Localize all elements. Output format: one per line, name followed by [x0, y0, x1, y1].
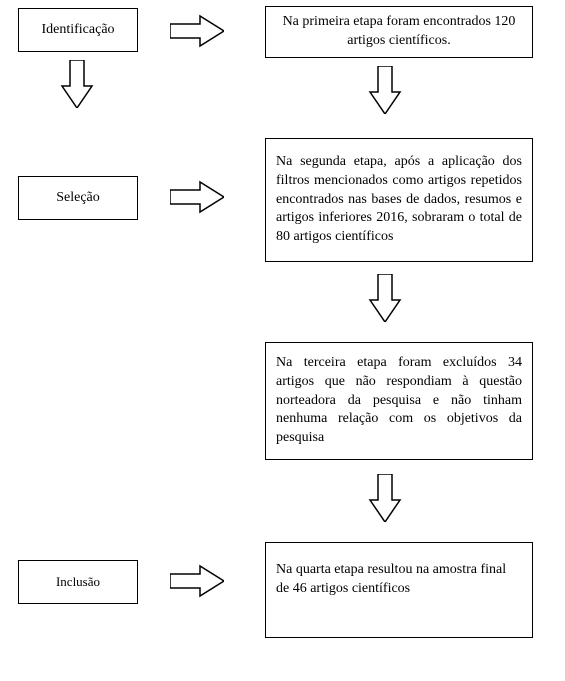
desc-etapa-2: Na segunda etapa, após a aplicação dos f…	[265, 138, 533, 262]
arrow-right-icon	[170, 180, 224, 214]
desc-etapa-1: Na primeira etapa foram encontrados 120 …	[265, 6, 533, 58]
stage-label: Identificação	[41, 22, 114, 38]
arrow-down-icon	[60, 60, 94, 108]
desc-text: Na segunda etapa, após a aplicação dos f…	[276, 153, 522, 247]
desc-text: Na terceira etapa foram excluídos 34 art…	[276, 354, 522, 448]
flowchart-canvas: Identificação Na primeira etapa foram en…	[0, 0, 565, 681]
stage-label: Seleção	[56, 190, 100, 206]
arrow-down-icon	[368, 274, 402, 322]
desc-text: Na quarta etapa resultou na amostra fina…	[276, 561, 522, 599]
desc-etapa-3: Na terceira etapa foram excluídos 34 art…	[265, 342, 533, 460]
arrow-right-icon	[170, 14, 224, 48]
arrow-down-icon	[368, 474, 402, 522]
arrow-right-icon	[170, 564, 224, 598]
arrow-down-icon	[368, 66, 402, 114]
stage-selecao: Seleção	[18, 176, 138, 220]
desc-etapa-4: Na quarta etapa resultou na amostra fina…	[265, 542, 533, 638]
stage-inclusao: Inclusão	[18, 560, 138, 604]
stage-identificacao: Identificação	[18, 8, 138, 52]
stage-label: Inclusão	[56, 574, 100, 590]
desc-text: Na primeira etapa foram encontrados 120 …	[276, 13, 522, 51]
